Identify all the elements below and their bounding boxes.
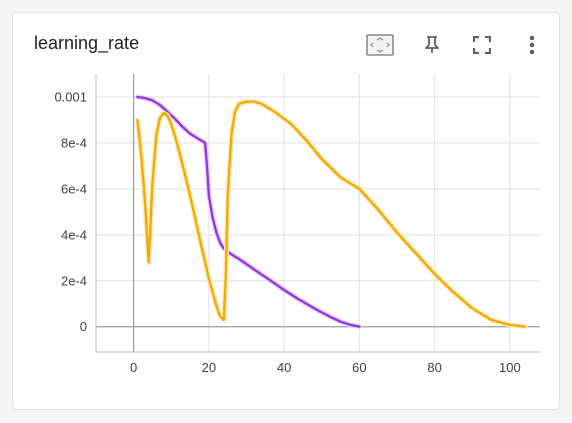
y-tick-label: 0.001 [54,89,87,104]
learning-rate-card: learning_rate [12,12,560,410]
fullscreen-icon [472,35,492,59]
y-tick-label: 6e-4 [61,181,87,196]
fullscreen-button[interactable] [468,35,496,59]
x-tick-label: 20 [202,360,216,375]
x-tick-label: 0 [130,360,137,375]
fit-domain-button[interactable] [366,33,394,61]
series-orange-line [136,100,527,328]
more-vert-icon [529,35,535,60]
x-tick-label: 100 [499,360,521,375]
x-tick-label: 40 [277,360,291,375]
y-tick-label: 0 [80,319,87,334]
more-options-button[interactable] [518,35,546,59]
pin-icon [424,35,440,59]
y-tick-label: 2e-4 [61,273,87,288]
x-tick-label: 60 [352,360,366,375]
fit-domain-icon [366,33,394,61]
y-tick-label: 8e-4 [61,135,87,150]
pin-button[interactable] [418,35,446,59]
series-purple-raw-line [134,94,362,330]
series-purple-line [136,95,361,328]
y-tick-label: 4e-4 [61,227,87,242]
x-tick-label: 80 [427,360,441,375]
card-title: learning_rate [34,33,140,53]
